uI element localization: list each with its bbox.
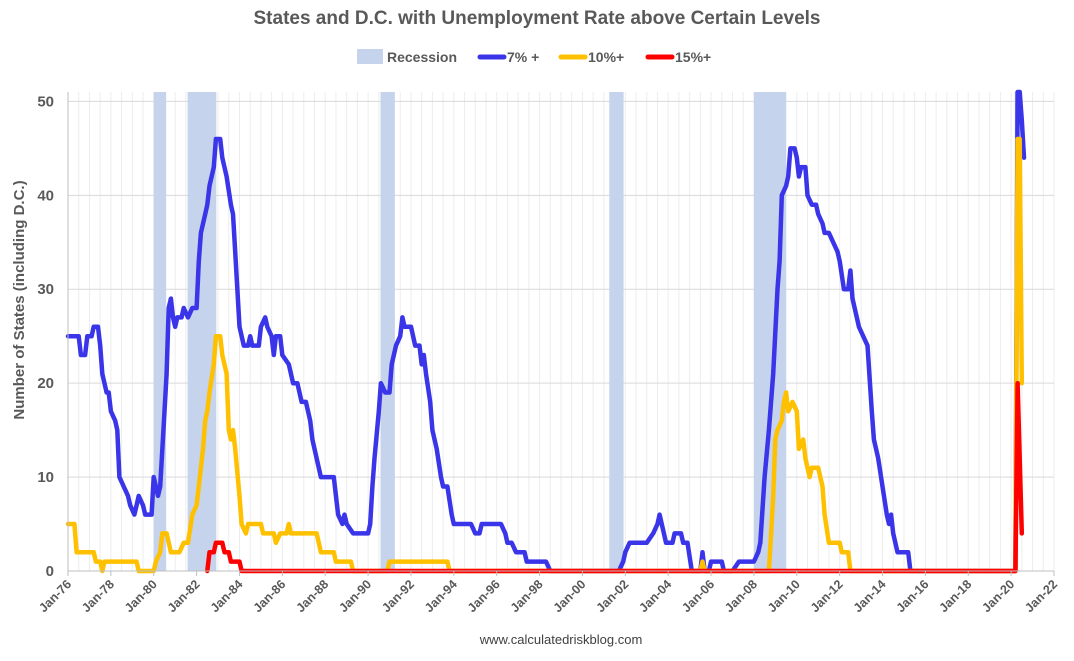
y-tick-label: 30	[37, 281, 54, 298]
x-tick-label: Jan-08	[722, 577, 760, 615]
series-line-7-	[65, 89, 1027, 574]
legend-label: Recession	[387, 49, 457, 65]
legend-label: 15%+	[675, 49, 711, 65]
series-line-10-	[65, 136, 1025, 574]
legend-item: 10%+	[558, 49, 624, 65]
legend: Recession 7% + 10%+ 15%+	[357, 49, 711, 65]
x-tick-label: Jan-88	[293, 577, 331, 615]
legend-label: 10%+	[588, 49, 624, 65]
legend-item: 15%+	[645, 49, 711, 65]
y-tick-label: 40	[37, 187, 54, 204]
y-tick-label: 20	[37, 375, 54, 392]
y-tick-label: 10	[37, 469, 54, 486]
y-tick-label: 0	[46, 563, 54, 580]
x-tick-label: Jan-02	[594, 577, 632, 615]
series-lines	[65, 89, 1027, 574]
x-tick-label: Jan-10	[765, 577, 803, 615]
legend-item: Recession	[357, 49, 457, 65]
x-tick-label: Jan-18	[936, 577, 974, 615]
x-tick-label: Jan-96	[465, 577, 503, 615]
x-tick-label: Jan-94	[422, 577, 460, 615]
legend-item: 7% +	[477, 49, 539, 65]
series-line-15-	[205, 380, 1025, 574]
x-tick-label: Jan-78	[79, 577, 117, 615]
recession-band	[609, 92, 624, 571]
x-tick-label: Jan-16	[894, 577, 932, 615]
x-tick-label: Jan-20	[979, 577, 1017, 615]
x-tick-label: Jan-22	[1022, 577, 1060, 615]
x-tick-label: Jan-86	[251, 577, 289, 615]
chart-title: States and D.C. with Unemployment Rate a…	[254, 8, 821, 29]
x-tick-label: Jan-76	[36, 577, 74, 615]
x-tick-label: Jan-80	[122, 577, 160, 615]
source-credit: www.calculatedriskblog.com	[479, 632, 643, 647]
x-tick-label: Jan-12	[808, 577, 846, 615]
x-tick-label: Jan-84	[208, 577, 246, 615]
x-tick-label: Jan-06	[679, 577, 717, 615]
legend-label: 7% +	[507, 49, 539, 65]
x-tick-label: Jan-82	[165, 577, 203, 615]
x-tick-label: Jan-04	[636, 577, 674, 615]
recession-bands	[153, 92, 1019, 571]
x-tick-label: Jan-00	[551, 577, 589, 615]
x-tick-label: Jan-92	[379, 577, 417, 615]
x-tick-label: Jan-14	[851, 577, 889, 615]
recession-band	[753, 92, 787, 571]
y-axis-label: Number of States (including D.C.)	[11, 180, 28, 419]
legend-swatch-recession	[357, 49, 383, 64]
y-tick-label: 50	[37, 93, 54, 110]
recession-band	[380, 92, 395, 571]
x-tick-label: Jan-90	[336, 577, 374, 615]
x-tick-label: Jan-98	[508, 577, 546, 615]
recession-band	[153, 92, 167, 571]
